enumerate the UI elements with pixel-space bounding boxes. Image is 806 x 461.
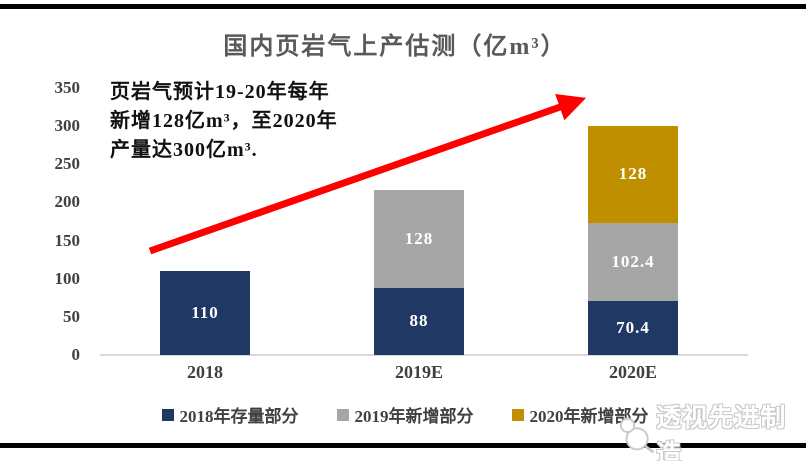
y-tick-label: 250: [54, 154, 81, 174]
legend-label: 2020年新增部分: [529, 407, 649, 426]
legend-label: 2018年存量部分: [179, 407, 299, 426]
bar-value-label: 110: [191, 303, 219, 323]
bottom-border-line: [0, 443, 806, 448]
legend: 2018年存量部分 2019年新增部分 2020年新增部分: [100, 402, 710, 427]
y-tick-label: 100: [54, 268, 81, 288]
y-tick-label: 0: [71, 345, 81, 364]
legend-item: 2020年新增部分: [511, 402, 649, 427]
magnifier-icon: [619, 417, 655, 454]
bar-segment: 128: [588, 125, 678, 224]
bar-segment: 102.4: [588, 223, 678, 302]
bar-value-label: 88: [409, 311, 429, 331]
legend-swatch: [336, 408, 349, 421]
x-axis-label: 2018: [187, 362, 223, 382]
bar-value-label: 70.4: [616, 318, 650, 338]
top-border-line: [0, 4, 806, 9]
y-tick-label: 200: [54, 192, 81, 212]
annotation-text: 页岩气预计19-20年每年 新增128亿m³，至2020年 产量达300亿m³.: [110, 81, 338, 161]
chart-title: 国内页岩气上产估测（亿m³）: [223, 34, 567, 60]
y-tick-label: 300: [54, 116, 81, 136]
bar-value-label: 128: [618, 164, 648, 184]
legend-swatch: [161, 408, 174, 421]
bar-segment: 128: [374, 190, 464, 288]
legend-item: 2019年新增部分: [336, 402, 474, 427]
legend-label: 2019年新增部分: [354, 407, 474, 426]
y-tick-label: 50: [63, 306, 80, 326]
legend-item: 2018年存量部分: [161, 402, 299, 427]
y-tick-label: 350: [54, 78, 81, 97]
x-axis-label: 2019E: [394, 362, 443, 382]
legend-swatch: [511, 408, 524, 421]
watermark: 透视先进制造: [616, 398, 806, 461]
watermark-text: 透视先进制造: [656, 405, 787, 461]
x-axis-label: 2020E: [608, 362, 657, 382]
x-axis-line: [100, 354, 748, 356]
bar-segment: 88: [374, 287, 464, 355]
bar-segment: 70.4: [588, 301, 678, 355]
bar-value-label: 128: [404, 229, 434, 249]
bar-segment: 110: [160, 271, 250, 355]
bar-value-label: 102.4: [611, 252, 655, 272]
y-tick-label: 150: [54, 230, 81, 250]
